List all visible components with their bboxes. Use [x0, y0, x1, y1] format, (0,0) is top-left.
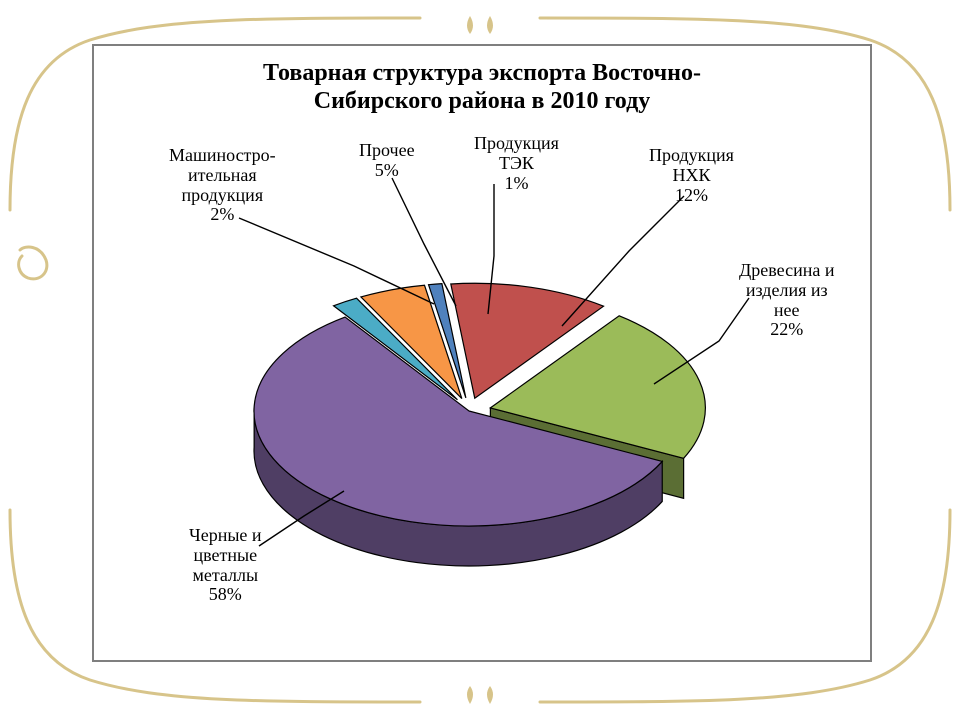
leader-nhk	[562, 196, 684, 326]
page-root: Товарная структура экспорта Восточно- Си…	[0, 0, 960, 720]
chart-card: Товарная структура экспорта Восточно- Си…	[92, 44, 872, 662]
pie-chart	[94, 46, 874, 664]
